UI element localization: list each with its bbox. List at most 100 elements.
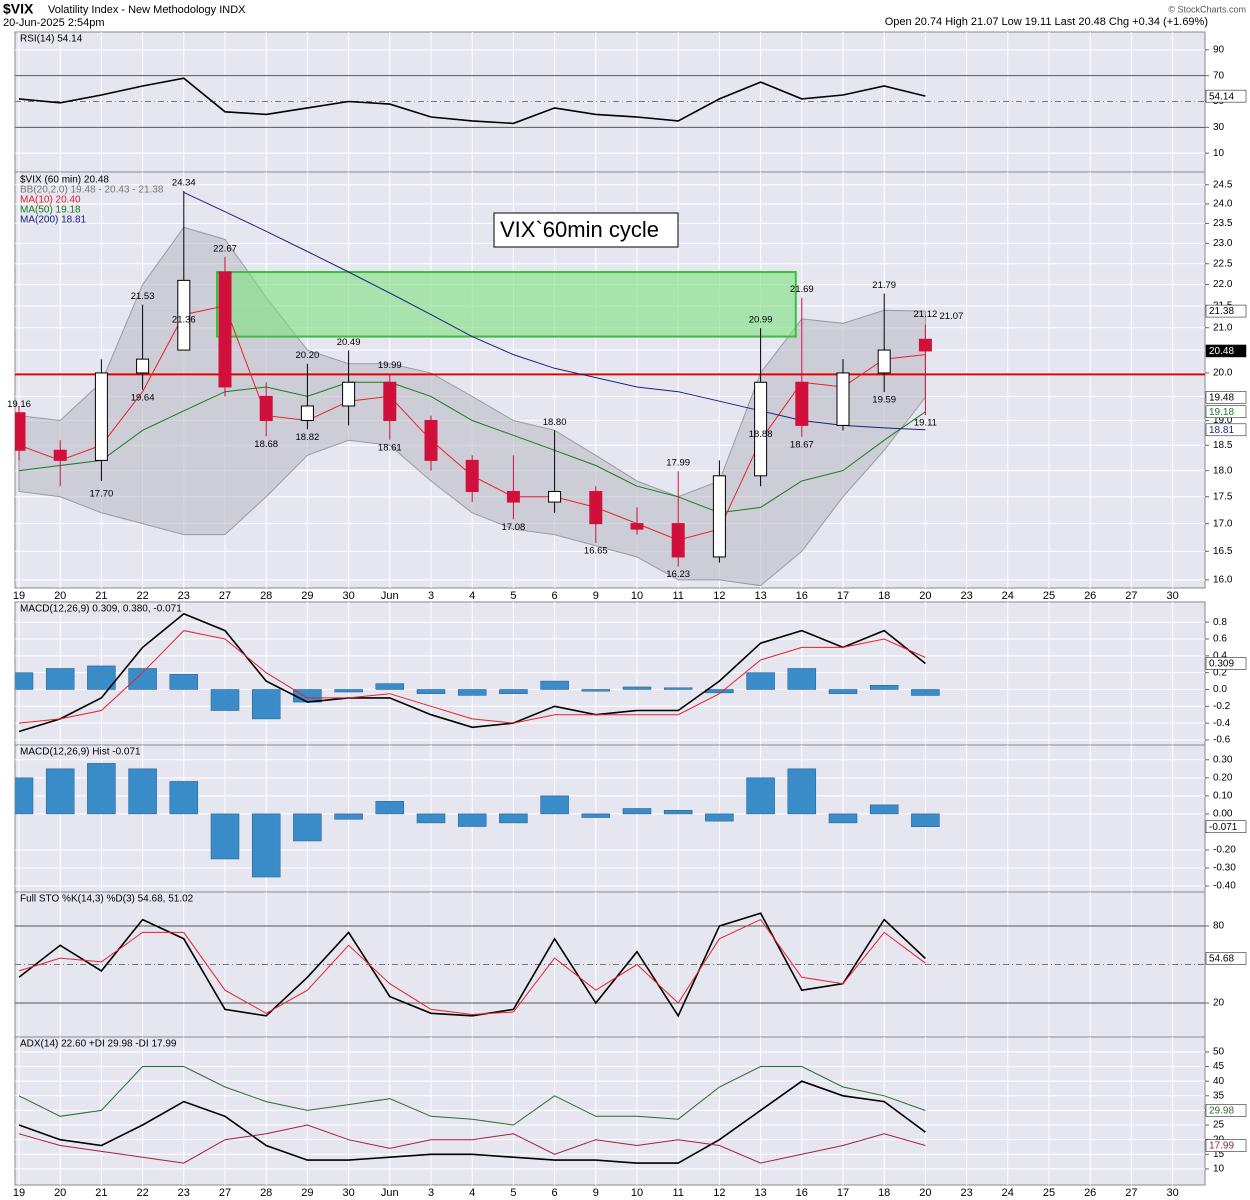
legend-entry: MA(10) 20.40 (20, 195, 81, 206)
price-label: 21.79 (872, 280, 896, 291)
x-tick-label: 19 (13, 1187, 25, 1199)
line (18, 630, 926, 724)
x-tick-label: 9 (593, 1187, 599, 1199)
y-tick-label: 18.5 (1213, 440, 1233, 451)
hist-bar (622, 808, 652, 815)
plot (15, 602, 1205, 745)
line (18, 1080, 926, 1164)
x-tick-label: 27 (219, 1187, 231, 1199)
price-label: 16.65 (584, 545, 608, 556)
candle-body (836, 372, 850, 426)
y-tick-label: 0.10 (1213, 791, 1233, 802)
x-tick-label: 6 (552, 1187, 558, 1199)
price-label: 18.88 (749, 429, 773, 440)
x-tick-label: 19 (13, 590, 25, 602)
legend-entry: MA(50) 19.18 (20, 205, 81, 216)
y-tick-label: -0.2 (1213, 701, 1231, 712)
panel (14, 1036, 1206, 1186)
value-tag (1205, 423, 1247, 437)
hist-bar (45, 768, 75, 815)
panel-title: MACD(12,26,9) Hist -0.071 (20, 747, 141, 758)
y-tick-label: -0.6 (1213, 735, 1231, 746)
hist-bar (87, 763, 116, 815)
y-tick-label: 19.0 (1213, 415, 1233, 426)
hist-bar (663, 810, 693, 815)
candle-body (548, 490, 562, 503)
hist-bar (251, 813, 281, 878)
candle-body (754, 381, 768, 477)
x-tick-label: 22 (136, 590, 148, 602)
y-tick-label: 22.5 (1213, 258, 1233, 269)
y-tick-label: 50 (1213, 1047, 1225, 1058)
price-label: 21.07 (940, 311, 964, 322)
x-tick-label: 26 (1084, 1187, 1096, 1199)
candle-body (136, 358, 150, 374)
hist-bar (293, 813, 322, 842)
x-tick-label: 25 (1043, 1187, 1055, 1199)
y-tick-label: 70 (1213, 70, 1225, 81)
value-tag-label: 29.98 (1209, 1106, 1234, 1117)
plot (15, 172, 1205, 588)
callout-box (493, 212, 679, 248)
panel-title: RSI(14) 54.14 (20, 34, 83, 45)
line (18, 612, 926, 733)
x-tick-label: 23 (960, 590, 972, 602)
candle-body (465, 459, 479, 492)
y-tick-label: 0.2 (1213, 667, 1227, 678)
hist-bar (911, 689, 940, 696)
line (18, 918, 926, 1016)
candle-body (589, 490, 603, 525)
callout: VIX`60min cycle (500, 217, 659, 242)
x-tick-label: 27 (1125, 1187, 1137, 1199)
candle-body (342, 381, 356, 407)
price-label: 21.69 (790, 284, 814, 295)
hist-bar (787, 768, 817, 815)
price-label: 18.80 (543, 417, 567, 428)
line (18, 1124, 926, 1164)
x-tick-label: 28 (260, 590, 272, 602)
x-tick-label: 20 (54, 1187, 66, 1199)
x-tick-label: 24 (1002, 590, 1014, 602)
x-tick-label: 17 (837, 590, 849, 602)
panel (14, 31, 1206, 173)
hist-bar (622, 686, 652, 690)
price-label: 18.68 (254, 439, 278, 450)
candle-body (177, 279, 191, 351)
y-tick-label: 40 (1213, 1076, 1225, 1087)
hist-bar (15, 672, 34, 690)
price-label: 18.67 (790, 439, 814, 450)
price-label: 18.61 (378, 442, 402, 453)
y-tick-label: 22.0 (1213, 279, 1233, 290)
x-tick-label: 4 (469, 1187, 475, 1199)
y-tick-label: 16.0 (1213, 574, 1233, 585)
panel-title: Full STO %K(14,3) %D(3) 54.68, 51.02 (20, 894, 194, 905)
legend-entry: $VIX (60 min) 20.48 (20, 175, 109, 186)
x-tick-label: Jun (381, 1187, 399, 1199)
x-tick-label: 27 (219, 590, 231, 602)
x-tick-label: 30 (342, 590, 354, 602)
hist-bar (499, 813, 528, 824)
date-time: 20-Jun-2025 2:54pm (3, 17, 105, 29)
line (18, 381, 926, 514)
price-label: 16.23 (666, 569, 690, 580)
hist-bar (581, 813, 611, 818)
price-label: 17.08 (502, 522, 526, 533)
x-tick-label: 5 (510, 590, 516, 602)
hist-bar (169, 674, 199, 690)
legend-entry: MA(200) 18.81 (20, 215, 87, 226)
panel-title: MACD(12,26,9) 0.309, 0.380, -0.071 (20, 604, 182, 615)
hist-bar (128, 668, 157, 690)
candle-body (259, 395, 273, 422)
value-tag (1205, 89, 1247, 103)
x-tick-label: 20 (919, 590, 931, 602)
legend-entry: BB(20,2.0) 19.48 - 20.43 - 21.38 (20, 185, 164, 196)
hist-bar (457, 689, 487, 696)
x-tick-label: 23 (178, 590, 190, 602)
candle-body (383, 381, 397, 422)
x-tick-label: 12 (713, 1187, 725, 1199)
value-tag-label: 20.48 (1209, 346, 1234, 357)
value-tag-label: 19.18 (1209, 407, 1234, 418)
hist-bar (375, 683, 405, 690)
zone (216, 271, 797, 338)
